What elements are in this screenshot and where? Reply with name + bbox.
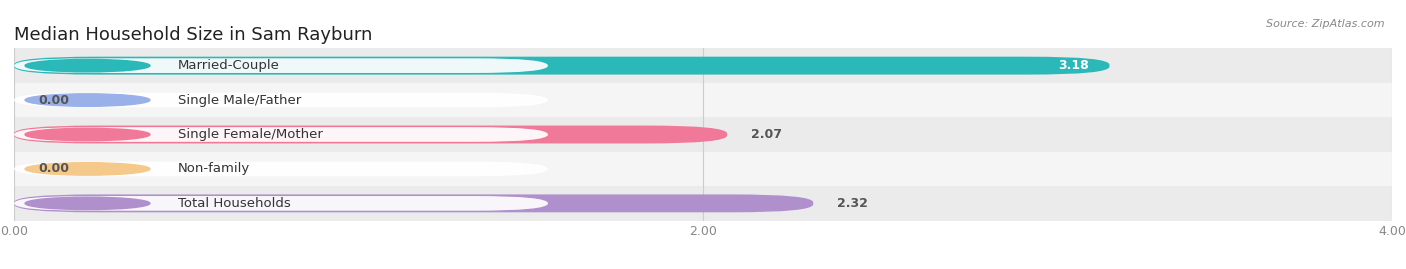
FancyBboxPatch shape [14, 162, 548, 176]
Text: Source: ZipAtlas.com: Source: ZipAtlas.com [1267, 19, 1385, 29]
Bar [14, 117, 1392, 152]
FancyBboxPatch shape [14, 58, 548, 73]
Bar [14, 83, 1392, 117]
Bar [14, 48, 1392, 83]
FancyBboxPatch shape [14, 196, 548, 211]
Circle shape [25, 128, 150, 141]
Circle shape [25, 94, 150, 106]
FancyBboxPatch shape [14, 127, 548, 142]
Bar [14, 186, 1392, 221]
Bar [14, 152, 1392, 186]
FancyBboxPatch shape [14, 57, 1109, 75]
Text: 3.18: 3.18 [1059, 59, 1088, 72]
Text: 2.07: 2.07 [751, 128, 782, 141]
Circle shape [25, 163, 150, 175]
FancyBboxPatch shape [14, 93, 548, 107]
Text: 0.00: 0.00 [38, 162, 69, 175]
Text: Non-family: Non-family [179, 162, 250, 175]
FancyBboxPatch shape [14, 194, 813, 212]
Circle shape [25, 197, 150, 210]
Text: 0.00: 0.00 [38, 94, 69, 107]
Text: Married-Couple: Married-Couple [179, 59, 280, 72]
Text: Total Households: Total Households [179, 197, 291, 210]
FancyBboxPatch shape [14, 126, 727, 143]
Circle shape [25, 59, 150, 72]
Text: Single Female/Mother: Single Female/Mother [179, 128, 323, 141]
Text: 2.32: 2.32 [838, 197, 869, 210]
Text: Single Male/Father: Single Male/Father [179, 94, 301, 107]
Text: Median Household Size in Sam Rayburn: Median Household Size in Sam Rayburn [14, 26, 373, 44]
